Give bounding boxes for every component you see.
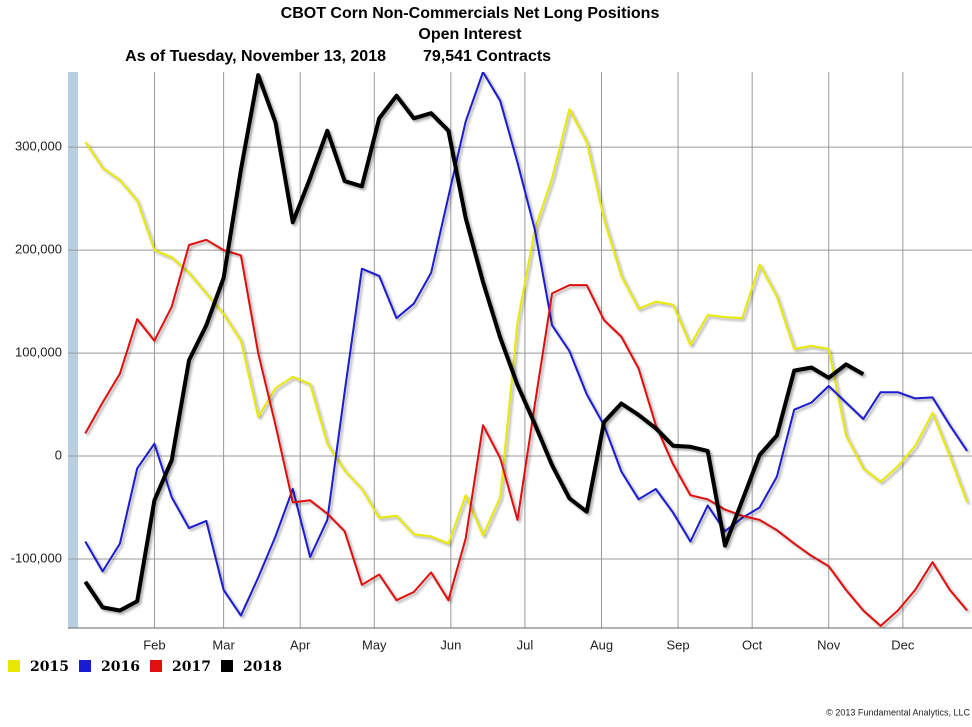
legend-swatch [221,660,233,672]
plot-area [83,72,969,627]
series-line [84,72,968,617]
total-line: 79,541 Contracts [423,48,551,65]
x-tick-label: Aug [590,637,613,652]
y-tick-label: 100,000 [15,345,62,360]
x-tick-label: Jun [440,637,461,652]
legend-label: 2018 [243,659,282,675]
legend-label: 2016 [101,659,140,675]
x-tick-label: Sep [667,637,690,652]
y-tick-label: 0 [55,447,62,462]
x-tick-label: Jul [517,637,534,652]
x-tick-label: Dec [891,637,915,652]
series-line [83,73,865,613]
legend-label: 2017 [172,659,211,675]
y-tick-label: 300,000 [15,139,62,154]
x-tick-label: Apr [290,637,311,652]
series-line [84,238,968,627]
legend-swatch [150,660,162,672]
axis-band [68,72,78,628]
date-line: As of Tuesday, November 13, 2018 [125,48,386,65]
x-tick-label: Feb [143,637,165,652]
legend-swatch [8,660,20,672]
x-tick-label: Nov [817,637,841,652]
y-tick-label: 200,000 [15,242,62,257]
x-tick-label: May [362,637,387,652]
series-line [84,108,969,545]
y-tick-label: -100,000 [11,550,62,565]
chart-title: CBOT Corn Non-Commercials Net Long Posit… [281,5,660,22]
footer: © 2013 Fundamental Analytics, LLC [826,707,970,717]
legend-label: 2015 [30,659,69,675]
chart-subtitle: Open Interest [418,26,522,43]
legend-swatch [79,660,91,672]
x-tick-label: Oct [742,637,763,652]
x-tick-label: Mar [212,637,235,652]
